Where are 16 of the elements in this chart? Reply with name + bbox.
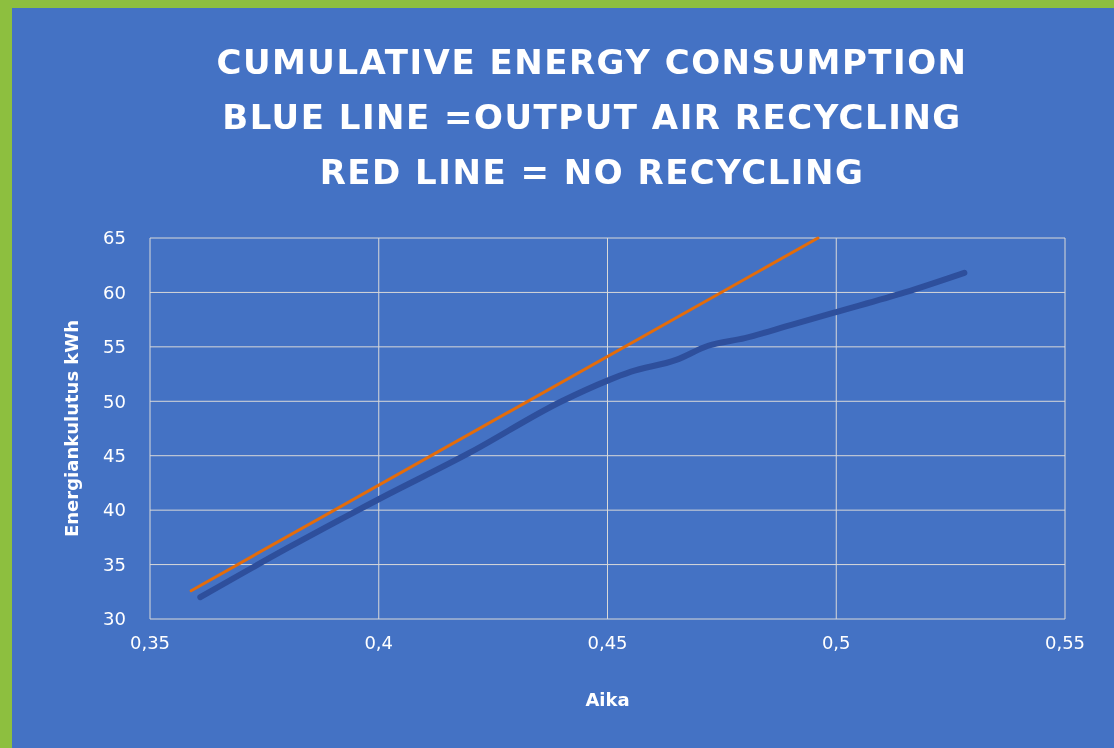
- x-tick-label: 0,4: [364, 632, 394, 653]
- x-axis-title: Aika: [585, 689, 630, 710]
- x-tick-label: 0,35: [129, 632, 171, 653]
- y-tick-label: 35: [103, 553, 126, 575]
- y-tick-label: 65: [103, 227, 126, 249]
- y-tick-label: 45: [103, 445, 126, 467]
- y-tick-label: 55: [103, 336, 126, 358]
- y-axis-title: Energiankulutus kWh: [61, 319, 82, 538]
- x-tick-label: 0,45: [587, 632, 628, 653]
- y-tick-label: 30: [103, 608, 126, 630]
- y-tick-label: 60: [103, 281, 126, 303]
- chart-title: CUMULATIVE ENERGY CONSUMPTION BLUE LINE =OUTPUT AIR RECYCLING RED LINE = NO RECYCLING: [216, 42, 968, 192]
- y-tick-label: 50: [103, 390, 126, 412]
- x-tick-label: 0,55: [1044, 632, 1086, 653]
- y-tick-label: 40: [103, 499, 126, 521]
- x-tick-label: 0,5: [821, 632, 851, 653]
